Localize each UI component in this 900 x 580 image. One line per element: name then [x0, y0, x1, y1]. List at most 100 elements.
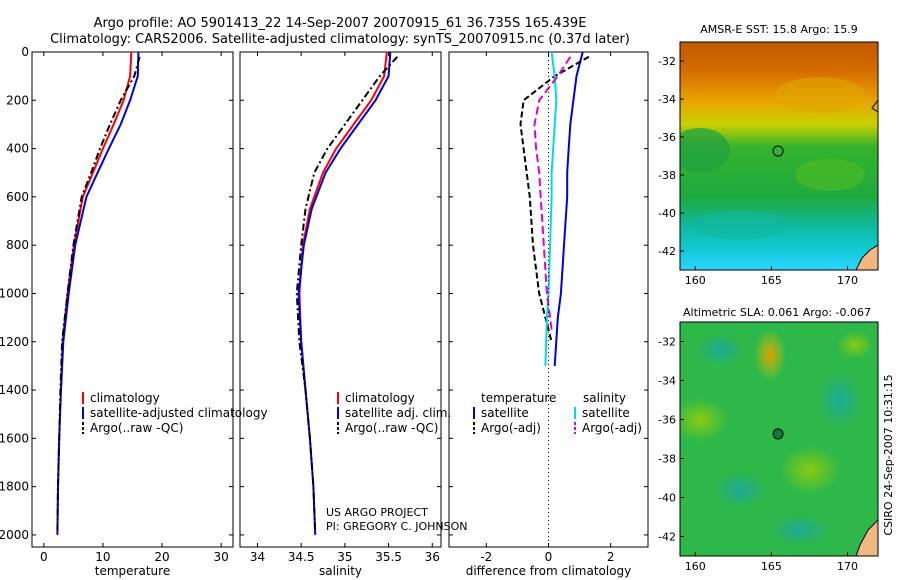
figure-title-line2: Climatology: CARS2006. Satellite-adjuste…: [50, 32, 630, 47]
sst-map: AMSR-E SST: 15.8 Argo: 15.9 160 165 170 -32…: [658, 23, 879, 287]
sla-patch: [770, 514, 830, 546]
sla-land: [855, 519, 878, 556]
map-x-tick-label: 165: [761, 560, 782, 573]
map-y-tick-label: -34: [658, 375, 676, 388]
sst-patch: [690, 211, 790, 239]
x-tick-label: 10: [95, 550, 110, 564]
y-tick-label: 800: [6, 238, 29, 252]
y-tick-label: 1600: [0, 431, 29, 445]
map-y-tick-label: -40: [658, 207, 676, 220]
map-x-tick-label: 170: [837, 560, 858, 573]
map-y-tick-label: -42: [658, 531, 676, 544]
sla-patch: [696, 334, 744, 366]
series-line-argo-raw-qc-: [56, 56, 141, 533]
x-axis-label: temperature: [95, 564, 170, 578]
diff-legend-sal-satellite: satellite: [582, 406, 630, 420]
difference-legend: temperature salinity satellite Argo(-adj…: [473, 391, 642, 435]
sst-map-frame: [679, 41, 879, 271]
series-line-salinity-argo-adj-: [533, 56, 572, 330]
x-axis-label: difference from climatology: [466, 564, 632, 578]
x-tick-label: 30: [214, 550, 229, 564]
sla-argo-marker: [772, 428, 784, 440]
sst-patch: [680, 128, 730, 172]
y-tick-label: 600: [6, 190, 29, 204]
project-name: US ARGO PROJECT: [326, 506, 428, 519]
map-y-tick-label: -32: [658, 55, 676, 68]
map-y-tick-label: -38: [658, 169, 676, 182]
x-tick-label: 2: [607, 550, 615, 564]
sst-coastline: [871, 99, 878, 113]
map-y-tick-label: -34: [658, 93, 676, 106]
x-tick-label: 36: [425, 550, 440, 564]
diff-legend-temp-argo: Argo(-adj): [481, 421, 541, 435]
y-tick-label: 1000: [0, 286, 29, 300]
sla-map-title: Altimetric SLA: 0.061 Argo: -0.067: [683, 306, 871, 319]
map-y-tick-label: -40: [658, 492, 676, 505]
salinity-panel-frame: [239, 51, 442, 548]
salinity-chart: 34 34.5 35 35.5 36 salinity: [240, 51, 441, 578]
temperature-legend: climatology satellite-adjusted climatolo…: [82, 391, 268, 435]
map-x-tick-label: 170: [837, 274, 858, 287]
sst-patch: [795, 159, 865, 191]
sst-map-ticks: 160 165 170 -32 -34 -36 -38 -40 -42: [658, 55, 858, 287]
x-tick-label: 35: [337, 550, 352, 564]
y-tick-label: 1400: [0, 383, 29, 397]
map-y-tick-label: -36: [658, 414, 676, 427]
diff-legend-sal-argo: Argo(-adj): [582, 421, 642, 435]
series-line-salinity-satellite: [544, 51, 558, 366]
map-y-tick-label: -42: [658, 245, 676, 258]
salinity-legend: climatology satellite adj. clim. Argo(..…: [337, 391, 451, 435]
series-line-argo-raw-qc-: [295, 56, 399, 533]
y-tick-label: 1200: [0, 335, 29, 349]
legend-climatology: climatology: [90, 391, 160, 405]
legend-argo: Argo(..raw -QC): [90, 421, 183, 435]
sla-map-ticks: 160 165 170 -32 -34 -36 -38 -40 -42: [658, 336, 858, 574]
temperature-chart: 0 10 20 30 temperature 0 200 400 600 800 1000 1200 1…: [0, 45, 233, 578]
x-tick-label: 34: [250, 550, 265, 564]
x-axis-label: salinity: [319, 564, 362, 578]
sst-patch: [775, 77, 865, 113]
sla-map-frame: [679, 321, 879, 557]
map-y-tick-label: -32: [658, 336, 676, 349]
sst-argo-marker: [772, 145, 784, 157]
timestamp-label: CSIRO 24-Sep-2007 10:31:15: [882, 374, 895, 535]
sla-patch: [818, 370, 862, 430]
x-tick-label: 0: [545, 550, 553, 564]
y-tick-label: 1800: [0, 480, 29, 494]
map-x-tick-label: 160: [685, 274, 706, 287]
sla-patch: [754, 329, 786, 381]
sst-land: [855, 244, 878, 270]
series-line-temperature-satellite: [553, 51, 584, 366]
x-tick-label: 34.5: [288, 550, 315, 564]
x-tick-label: 0: [40, 550, 48, 564]
figure-title-line1: Argo profile: AO 5901413_22 14-Sep-2007 …: [94, 16, 587, 31]
diff-legend-salinity-header: salinity: [583, 391, 626, 405]
sla-patch: [680, 398, 728, 442]
sal-legend-climatology: climatology: [345, 391, 415, 405]
sla-patch: [837, 331, 873, 359]
x-tick-label: 35.5: [375, 550, 402, 564]
x-tick-label: -2: [480, 550, 492, 564]
y-tick-label: 0: [21, 45, 29, 59]
y-tick-label: 200: [6, 93, 29, 107]
x-tick-label: 20: [154, 550, 169, 564]
map-x-tick-label: 160: [685, 560, 706, 573]
y-tick-label: 400: [6, 142, 29, 156]
diff-legend-temperature-header: temperature: [481, 391, 556, 405]
sal-legend-argo: Argo(..raw -QC): [345, 421, 438, 435]
y-tick-label: 2000: [0, 528, 29, 542]
sla-patch: [714, 472, 766, 508]
sla-patch: [780, 446, 840, 494]
series-line-satellite-adjusted-climatology: [56, 51, 140, 535]
temperature-panel-frame: [31, 51, 234, 548]
legend-satellite-adjusted: satellite-adjusted climatology: [90, 406, 268, 420]
map-y-tick-label: -36: [658, 131, 676, 144]
map-x-tick-label: 165: [761, 274, 782, 287]
series-line-climatology: [60, 51, 133, 391]
sla-map: Altimetric SLA: 0.061 Argo: -0.067 160 16…: [658, 306, 879, 574]
series-line-satellite-adj-clim-: [297, 51, 392, 535]
sst-map-title: AMSR-E SST: 15.8 Argo: 15.9: [700, 23, 858, 36]
project-pi: PI: GREGORY C. JOHNSON: [326, 520, 467, 533]
